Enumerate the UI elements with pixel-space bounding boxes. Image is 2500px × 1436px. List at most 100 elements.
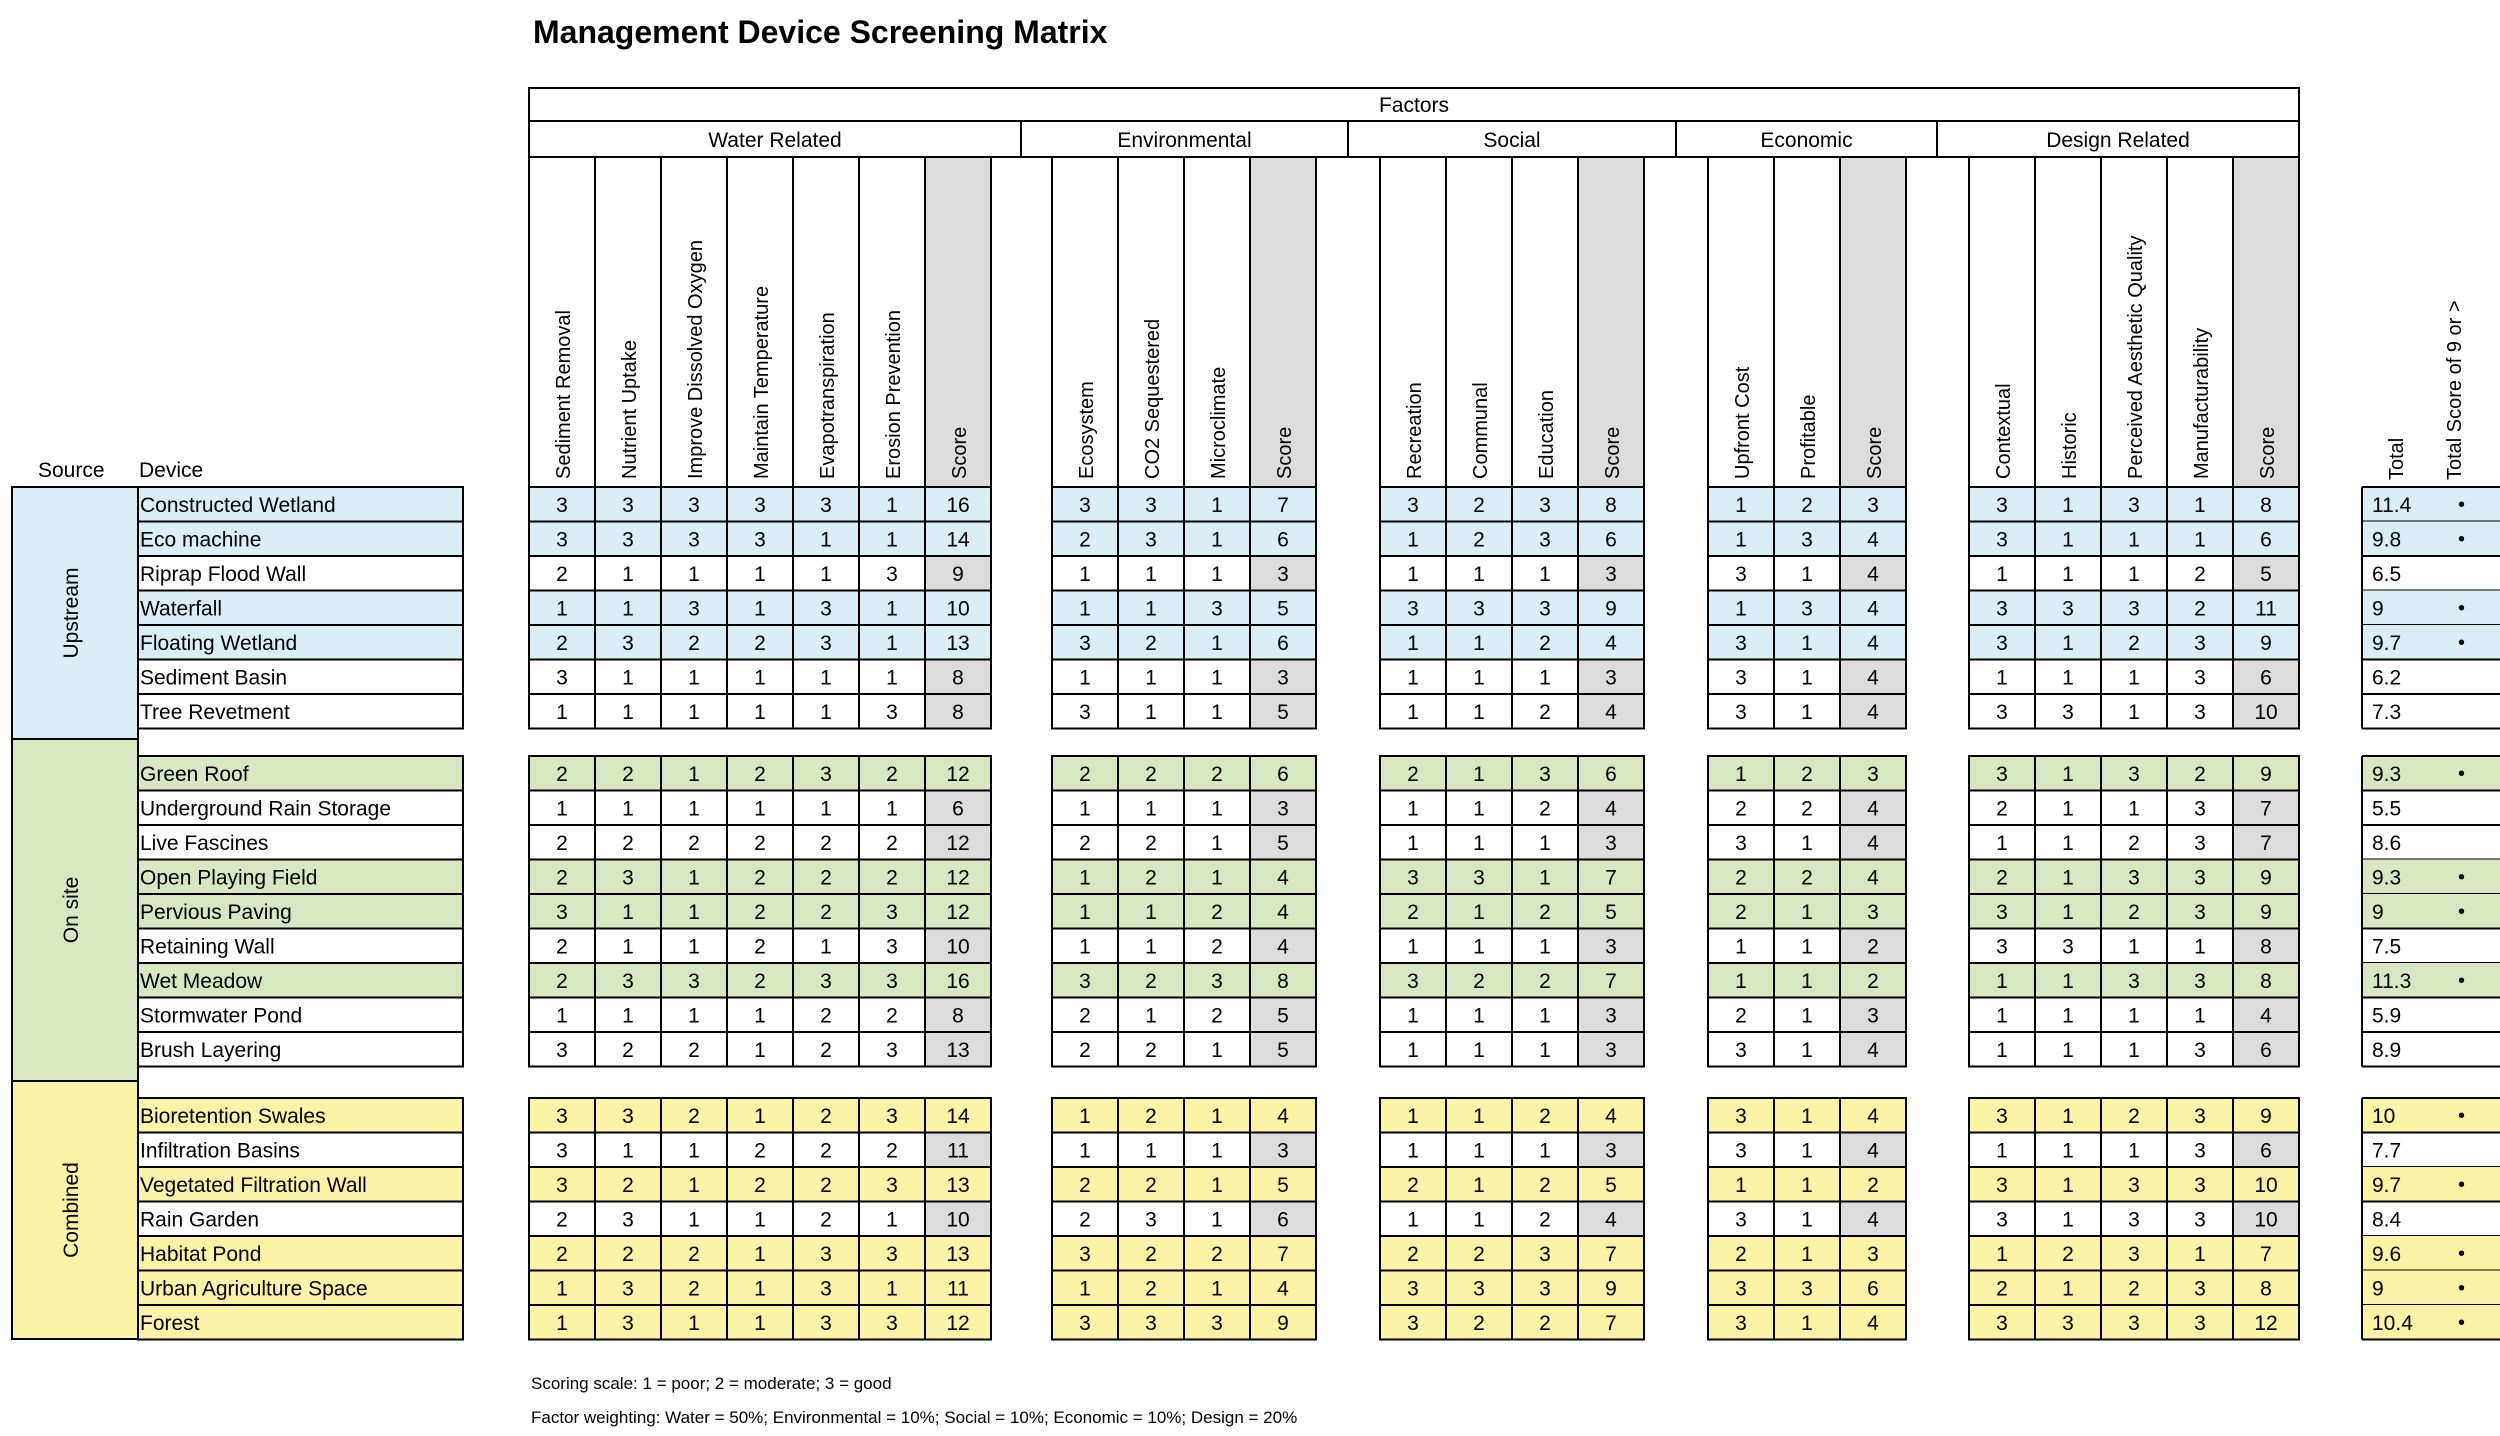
- value-cell: [1051, 1235, 1119, 1272]
- score-value: 3: [1867, 1243, 1879, 1266]
- value-cell: [1117, 693, 1185, 730]
- value-cell: [924, 1166, 992, 1203]
- value-cell: [594, 589, 662, 626]
- value-cell: [726, 893, 794, 930]
- score-value: 7: [2260, 798, 2272, 821]
- score-value: 1: [1407, 832, 1419, 855]
- score-value: 2: [2128, 632, 2140, 655]
- score-value: 1: [1996, 563, 2008, 586]
- score-value: 2: [1079, 1039, 1091, 1062]
- score-value: 3: [1867, 901, 1879, 924]
- score-value: 3: [1735, 1039, 1747, 1062]
- score-value: 2: [556, 1243, 568, 1266]
- group-label: Social: [1483, 129, 1540, 152]
- score-value: 3: [1605, 1140, 1617, 1163]
- value-cell: [1577, 1166, 1645, 1203]
- device-name: Vegetated Filtration Wall: [140, 1174, 367, 1197]
- score-value: 8: [2260, 494, 2272, 517]
- device-cell: [137, 1097, 464, 1134]
- score-value: 2: [754, 763, 766, 786]
- score-value: 2: [1079, 1209, 1091, 1232]
- score-value: 1: [1801, 1039, 1813, 1062]
- score-value: 3: [2128, 1243, 2140, 1266]
- score-value: 1: [2062, 667, 2074, 690]
- score-value: 1: [1473, 901, 1485, 924]
- value-cell: [1379, 824, 1447, 861]
- column-header-cell: [1773, 156, 1841, 488]
- score-value: 4: [1867, 867, 1879, 890]
- value-cell: [2166, 693, 2234, 730]
- score-value: 3: [1145, 529, 1157, 552]
- table-row: Habitat Pond 2 2 2 1 3 3 13 3 2 2 7 2 2 3 7 2 1 3 1 2 3 1 7 9.6 •: [137, 1235, 2500, 1272]
- score-value: 2: [556, 867, 568, 890]
- value-cell: [726, 693, 794, 730]
- value-cell: [1445, 1031, 1513, 1068]
- score-value: 6: [1277, 763, 1289, 786]
- value-cell: [1249, 1235, 1317, 1272]
- score-value: 6: [1277, 1209, 1289, 1232]
- total-highlight: [2362, 963, 2500, 998]
- score-value: 3: [1735, 1209, 1747, 1232]
- device-name: Rain Garden: [140, 1209, 259, 1232]
- value-cell: [528, 658, 596, 695]
- score-value: 1: [1735, 598, 1747, 621]
- value-cell: [1249, 520, 1317, 557]
- score-value: 1: [688, 1005, 700, 1028]
- column-header-label: Ecosystem: [1076, 381, 1098, 479]
- value-cell: [1183, 1031, 1251, 1068]
- value-cell: [1445, 520, 1513, 557]
- score-value: 1: [1473, 1174, 1485, 1197]
- score-value: 1: [2128, 936, 2140, 959]
- score-value: 3: [2194, 1140, 2206, 1163]
- device-cell: [137, 893, 464, 930]
- value-cell: [2232, 658, 2300, 695]
- value-cell: [2232, 589, 2300, 626]
- score-value: 3: [2194, 1039, 2206, 1062]
- score-value: 3: [1735, 1140, 1747, 1163]
- value-cell: [858, 927, 926, 964]
- score-value: 1: [622, 936, 634, 959]
- score-value: 3: [1539, 763, 1551, 786]
- score-value: 4: [1867, 701, 1879, 724]
- score-value: 2: [1079, 1174, 1091, 1197]
- score-value: 1: [1539, 563, 1551, 586]
- value-cell: [858, 658, 926, 695]
- score-value: 1: [1801, 832, 1813, 855]
- value-cell: [1707, 1269, 1775, 1306]
- value-cell: [528, 1131, 596, 1168]
- value-cell: [1379, 589, 1447, 626]
- value-cell: [1117, 1166, 1185, 1203]
- value-cell: [1249, 1031, 1317, 1068]
- score-value: 3: [820, 970, 832, 993]
- value-cell: [1707, 789, 1775, 826]
- device-name: Riprap Flood Wall: [140, 563, 306, 586]
- value-cell: [594, 1166, 662, 1203]
- score-value: 1: [2194, 529, 2206, 552]
- score-value: 2: [1145, 1278, 1157, 1301]
- score-value: 9: [2260, 632, 2272, 655]
- score-value: 1: [2128, 1140, 2140, 1163]
- score-value: 3: [556, 494, 568, 517]
- score-value: 7: [1605, 970, 1617, 993]
- value-cell: [924, 1235, 992, 1272]
- score-value: 1: [1996, 1140, 2008, 1163]
- score-value: 3: [820, 632, 832, 655]
- score-value: 2: [886, 832, 898, 855]
- score-value: 2: [1539, 798, 1551, 821]
- score-value: 2: [754, 632, 766, 655]
- score-value: 3: [1473, 1278, 1485, 1301]
- device-cell: [137, 1166, 464, 1203]
- value-cell: [924, 589, 992, 626]
- value-cell: [1051, 1097, 1119, 1134]
- score-value: 2: [820, 1005, 832, 1028]
- score-value: 3: [820, 1243, 832, 1266]
- value-cell: [858, 1031, 926, 1068]
- score-value: 4: [1277, 901, 1289, 924]
- source-column-label: Source: [38, 459, 105, 482]
- value-cell: [924, 755, 992, 792]
- device-cell: [137, 996, 464, 1033]
- value-cell: [2166, 1131, 2234, 1168]
- score-value: 3: [1539, 1278, 1551, 1301]
- value-cell: [1051, 996, 1119, 1033]
- score-value: 3: [2062, 701, 2074, 724]
